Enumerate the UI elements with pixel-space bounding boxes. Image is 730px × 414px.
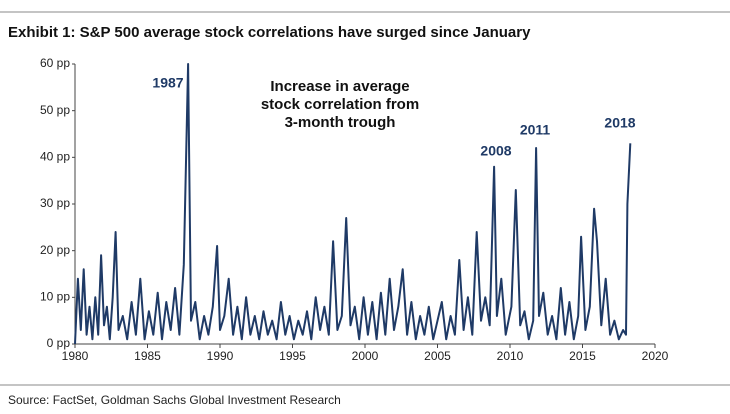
x-tick-label: 1980	[62, 349, 89, 363]
source: Source: FactSet, Goldman Sachs Global In…	[8, 393, 341, 407]
x-tick-label: 2020	[642, 349, 669, 363]
x-tick-label: 2015	[569, 349, 596, 363]
y-tick-label: 10 pp	[40, 290, 70, 304]
x-tick-label: 1985	[134, 349, 161, 363]
note-line: stock correlation from	[261, 96, 419, 113]
x-tick-label: 1995	[279, 349, 306, 363]
y-tick-label: 20 pp	[40, 243, 70, 257]
y-tick-label: 50 pp	[40, 103, 70, 117]
x-tick-label: 2010	[497, 349, 524, 363]
y-tick-label: 30 pp	[40, 196, 70, 210]
note-line: 3-month trough	[285, 114, 396, 131]
chart-title: Exhibit 1: S&P 500 average stock correla…	[8, 24, 531, 41]
y-tick-label: 0 pp	[47, 336, 71, 350]
line	[74, 63, 632, 345]
x-tick-label: 1990	[207, 349, 234, 363]
annotation: 2018	[604, 115, 635, 131]
y-tick-label: 60 pp	[40, 56, 70, 70]
note-line: Increase in average	[270, 78, 409, 95]
annotation: 1987	[152, 75, 183, 91]
annotation: 2008	[480, 143, 511, 159]
annotation: 2011	[520, 122, 551, 138]
x-tick-label: 2005	[424, 349, 451, 363]
y-tick-label: 40 pp	[40, 150, 70, 164]
x-tick-label: 2000	[352, 349, 379, 363]
